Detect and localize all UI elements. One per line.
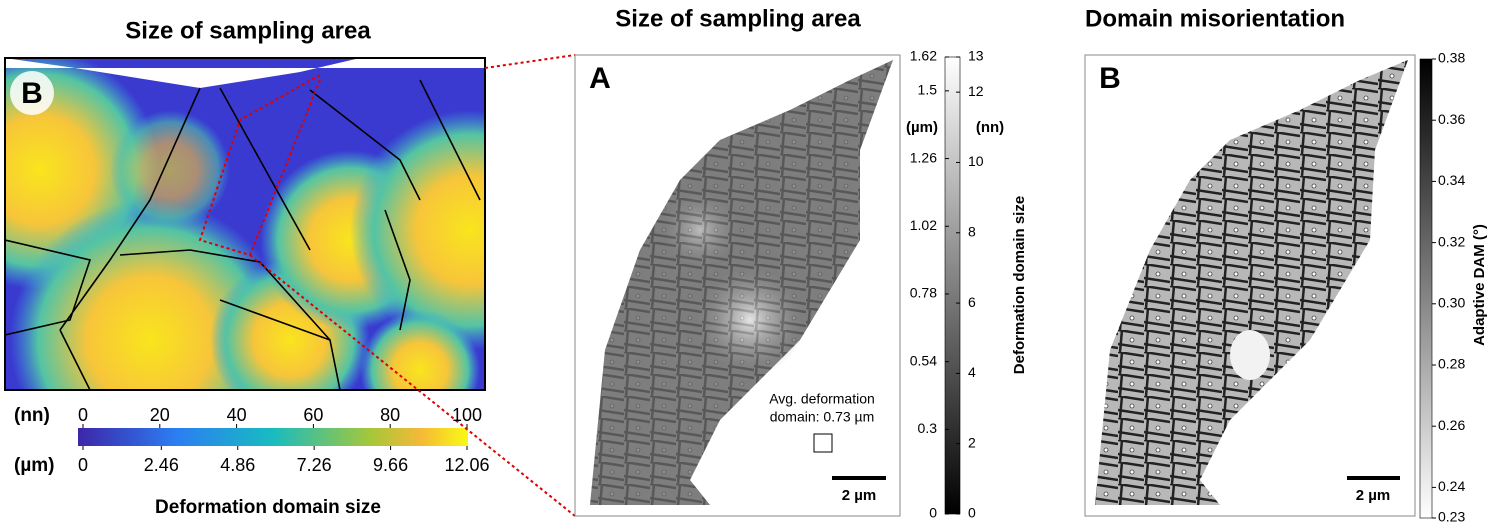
colorbar bbox=[78, 428, 468, 446]
tick-label: 0 bbox=[929, 505, 937, 521]
panel-label: A bbox=[589, 62, 611, 95]
tick-label: 0 bbox=[968, 505, 976, 521]
annotation: Avg. deformation bbox=[769, 391, 875, 407]
colorbar bbox=[1419, 58, 1433, 519]
tick-label: 0.23 bbox=[1438, 509, 1465, 524]
tick-label: 0.78 bbox=[910, 285, 937, 301]
tick-label: 12.06 bbox=[444, 455, 489, 475]
domain-map bbox=[5, 58, 485, 390]
colorbar-units: (µm) bbox=[906, 119, 938, 136]
tick-label: 12 bbox=[968, 83, 984, 99]
tick-label: 2 bbox=[968, 434, 976, 450]
annotation: domain: 0.73 µm bbox=[770, 409, 875, 425]
tick-label: 0 bbox=[78, 455, 88, 475]
tick-label: 1.62 bbox=[910, 48, 937, 64]
colorbar-title: Adaptive DAM (°) bbox=[1471, 224, 1488, 346]
colorbar-title: Deformation domain size bbox=[1011, 196, 1028, 374]
misorientation-map bbox=[1095, 60, 1408, 505]
colorbar bbox=[944, 56, 961, 515]
colorbar-title: Deformation domain size bbox=[155, 497, 381, 518]
tick-label: 0.36 bbox=[1438, 111, 1465, 127]
colorbar-units: (µm) bbox=[14, 455, 55, 476]
colorbar-units: (nn) bbox=[14, 405, 50, 426]
tick-label: 10 bbox=[968, 153, 984, 169]
panel-label: B bbox=[1099, 62, 1121, 95]
tick-label: 4 bbox=[968, 364, 976, 380]
tick-label: 7.26 bbox=[297, 455, 332, 475]
map-frame bbox=[4, 57, 486, 391]
tick-label: 4.86 bbox=[220, 455, 255, 475]
tick-label: 0.34 bbox=[1438, 172, 1465, 188]
tick-label: 0.28 bbox=[1438, 356, 1465, 372]
tick-label: 0.26 bbox=[1438, 417, 1465, 433]
tick-label: 0.38 bbox=[1438, 50, 1465, 66]
tick-label: 0.30 bbox=[1438, 295, 1465, 311]
tick-label: 60 bbox=[303, 405, 323, 425]
panel-label: B bbox=[21, 77, 43, 110]
tick-label: 20 bbox=[150, 405, 170, 425]
size-marker bbox=[813, 433, 833, 453]
panel-title: Domain misorientation bbox=[1085, 5, 1345, 32]
tick-label: 1.26 bbox=[910, 149, 937, 165]
tick-label: 1.5 bbox=[918, 82, 938, 98]
colorbar-units: (nn) bbox=[976, 119, 1004, 136]
tick-label: 1.02 bbox=[910, 217, 937, 233]
scale-bar-label: 2 µm bbox=[1356, 487, 1391, 504]
tick-label: 2.46 bbox=[144, 455, 179, 475]
tick-label: 0.24 bbox=[1438, 478, 1465, 494]
tick-label: 0.3 bbox=[918, 420, 938, 436]
tick-label: 6 bbox=[968, 294, 976, 310]
scale-bar-label: 2 µm bbox=[842, 487, 877, 504]
tick-label: 100 bbox=[452, 405, 482, 425]
tick-label: 40 bbox=[227, 405, 247, 425]
tick-label: 0.54 bbox=[910, 352, 937, 368]
tick-label: 80 bbox=[380, 405, 400, 425]
tick-label: 8 bbox=[968, 223, 976, 239]
panel-title: Size of sampling area bbox=[615, 5, 861, 32]
tick-label: 0 bbox=[78, 405, 88, 425]
tick-label: 9.66 bbox=[373, 455, 408, 475]
panel-title: Size of sampling area bbox=[125, 17, 371, 44]
tick-label: 13 bbox=[968, 48, 984, 64]
tick-label: 0.32 bbox=[1438, 233, 1465, 249]
